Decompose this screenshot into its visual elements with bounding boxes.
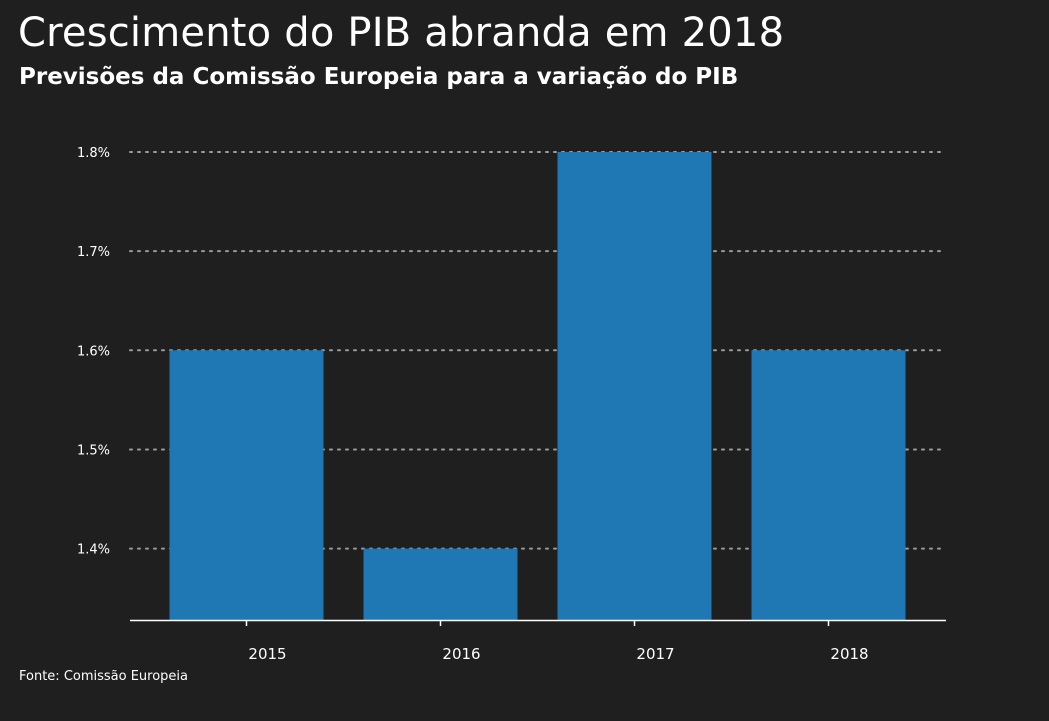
bar-2018 [751, 350, 906, 620]
bar-2017 [557, 152, 712, 620]
y-tick-label: 1.5% [77, 443, 110, 458]
chart-subtitle: Previsões da Comissão Europeia para a va… [19, 64, 739, 90]
y-tick-labels: 1.4% 1.5% 1.6% 1.7% 1.8% [77, 146, 110, 558]
bar-2016 [363, 548, 518, 620]
x-tick-labels: 2015 2016 2017 2018 [248, 645, 868, 663]
chart-title: Crescimento do PIB abranda em 2018 [18, 10, 785, 56]
bars [169, 152, 906, 620]
x-tick-label: 2018 [830, 645, 868, 663]
y-tick-label: 1.7% [77, 245, 110, 260]
x-tick-label: 2016 [442, 645, 480, 663]
x-tick-label: 2017 [636, 645, 674, 663]
y-tick-label: 1.6% [77, 344, 110, 359]
source-note: Fonte: Comissão Europeia [19, 669, 189, 684]
y-tick-label: 1.4% [77, 543, 110, 558]
bar-2015 [169, 350, 324, 620]
y-tick-label: 1.8% [77, 146, 110, 161]
x-axis [130, 619, 946, 626]
x-tick-label: 2015 [248, 645, 286, 663]
